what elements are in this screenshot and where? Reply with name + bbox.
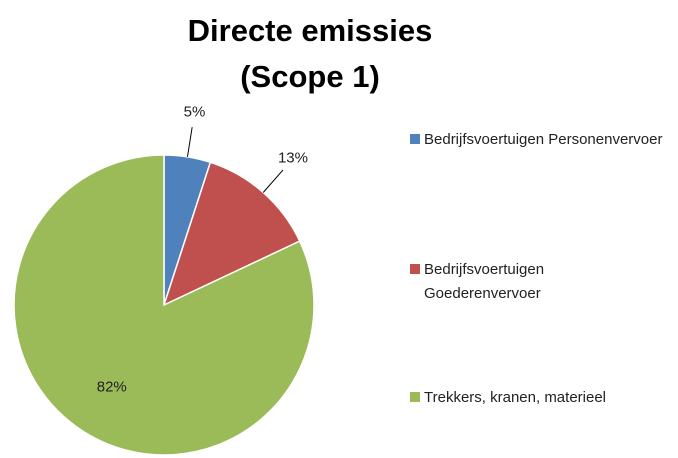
pie-slice xyxy=(162,161,301,307)
legend-item: Bedrijfsvoertuigen Personenvervoer xyxy=(410,128,664,152)
legend-label: Bedrijfsvoertuigen Personenvervoer xyxy=(424,131,663,148)
legend-swatch xyxy=(410,264,420,274)
chart-title: Directe emissies (Scope 1) xyxy=(187,13,433,94)
data-label: 13% xyxy=(278,150,308,167)
legend-swatch xyxy=(410,392,420,402)
legend-swatch xyxy=(410,134,420,144)
legend-item: Bedrijfsvoertuigen Goederenvervoer xyxy=(410,258,664,306)
legend-item: Trekkers, kranen, materieel xyxy=(410,386,664,410)
leader-line xyxy=(186,127,193,157)
data-label: 82% xyxy=(97,378,127,395)
data-label: 5% xyxy=(184,103,206,120)
leader-line xyxy=(262,169,284,193)
legend-label: Bedrijfsvoertuigen Goederenvervoer xyxy=(424,261,545,302)
pie-slice xyxy=(13,154,315,456)
legend-label: Trekkers, kranen, materieel xyxy=(424,389,607,406)
